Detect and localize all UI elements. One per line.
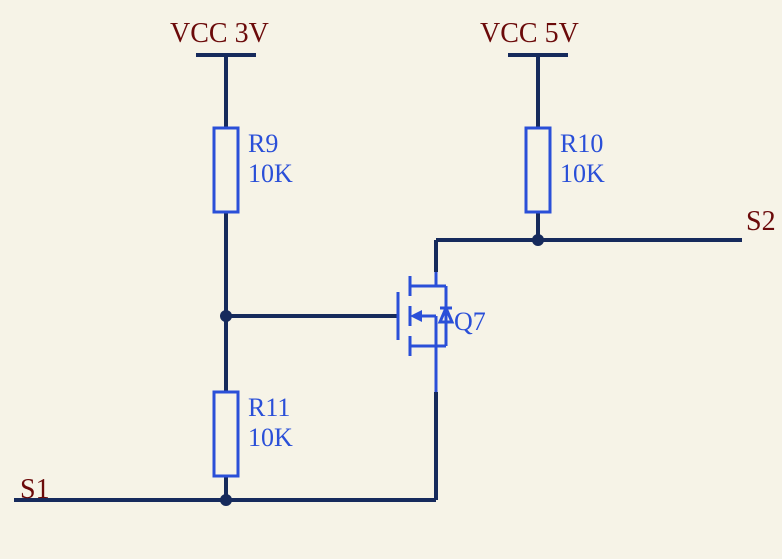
s1-label: S1 (20, 474, 50, 505)
resistor-r11: R11 10K (214, 392, 293, 476)
r10-ref-label: R10 (560, 129, 603, 158)
junction-j1 (220, 310, 232, 322)
mosfet-q7: Q7 (398, 272, 486, 392)
r11-ref-label: R11 (248, 393, 290, 422)
s2-label: S2 (746, 206, 776, 237)
resistor-r9: R9 10K (214, 128, 293, 212)
r9-value-label: 10K (248, 159, 293, 188)
vcc5-label: VCC 5V (480, 18, 579, 49)
junction-j2 (532, 234, 544, 246)
r10-value-label: 10K (560, 159, 605, 188)
mosfet-arrow-icon (410, 310, 422, 322)
r9-ref-label: R9 (248, 129, 278, 158)
q7-ref-label: Q7 (454, 307, 486, 336)
junction-s1 (220, 494, 232, 506)
vcc3-label: VCC 3V (170, 18, 269, 49)
resistor-r10: R10 10K (526, 128, 605, 212)
r11-value-label: 10K (248, 423, 293, 452)
wires-group (14, 55, 742, 500)
schematic-canvas: R9 10K R10 10K R11 10K Q7 (0, 0, 782, 559)
